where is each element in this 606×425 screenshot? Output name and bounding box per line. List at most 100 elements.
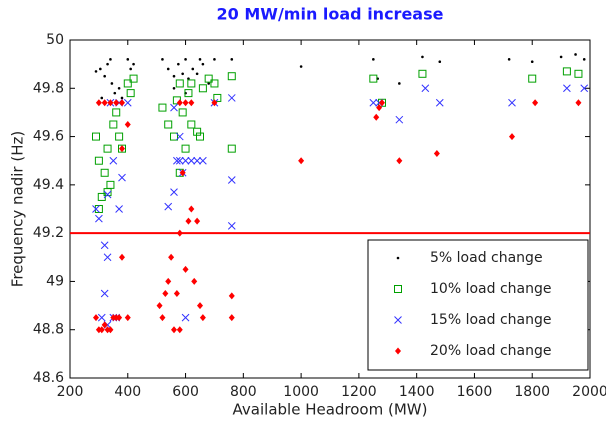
y-tick-label: 49.8 <box>33 80 64 96</box>
legend-label: 5% load change <box>430 250 543 266</box>
point <box>532 99 539 107</box>
point <box>421 55 424 59</box>
point <box>187 77 190 80</box>
point <box>530 60 534 64</box>
point <box>574 53 577 56</box>
point <box>95 214 103 223</box>
point <box>421 84 430 93</box>
point <box>228 314 235 322</box>
legend-marker <box>394 316 402 324</box>
point <box>156 302 163 310</box>
point <box>181 156 190 165</box>
point <box>198 58 202 61</box>
point <box>170 132 178 141</box>
point <box>213 58 216 61</box>
point <box>159 314 166 322</box>
point <box>124 314 131 322</box>
point <box>107 99 114 107</box>
point <box>100 168 109 177</box>
point <box>562 67 571 76</box>
point <box>298 157 305 165</box>
point <box>418 69 427 78</box>
point <box>176 326 183 334</box>
point <box>398 82 401 85</box>
point <box>199 156 207 165</box>
point <box>373 113 380 121</box>
point <box>175 156 184 165</box>
point <box>116 314 123 322</box>
point <box>113 99 120 107</box>
legend-label: 10% load change <box>430 281 551 297</box>
point <box>187 120 196 129</box>
point <box>101 321 108 329</box>
point <box>100 289 109 298</box>
point <box>106 62 109 66</box>
point <box>103 144 112 153</box>
point <box>123 79 132 88</box>
point <box>176 99 183 107</box>
point <box>113 91 117 95</box>
point <box>171 326 177 334</box>
point <box>369 74 378 83</box>
point <box>196 132 204 141</box>
point <box>210 79 219 88</box>
point <box>508 98 516 107</box>
point <box>182 265 189 273</box>
point <box>193 156 201 165</box>
point <box>184 89 193 98</box>
y-axis-label: Frequency nadir (Hz) <box>9 131 27 287</box>
point <box>187 79 196 88</box>
point <box>201 62 205 66</box>
point <box>129 74 138 83</box>
point <box>198 84 207 93</box>
point <box>230 58 234 61</box>
point <box>181 313 190 322</box>
point <box>94 70 98 73</box>
point <box>173 156 181 165</box>
point <box>580 84 589 93</box>
point <box>396 157 403 165</box>
legend-marker <box>395 347 401 355</box>
point <box>98 326 105 334</box>
point <box>92 132 100 141</box>
point <box>559 55 563 59</box>
y-tick-label: 48.6 <box>33 370 64 386</box>
point <box>117 86 121 90</box>
point <box>204 74 213 83</box>
x-tick-label: 1600 <box>457 384 493 400</box>
point <box>173 290 180 297</box>
point <box>95 99 102 107</box>
point <box>178 108 187 117</box>
point <box>110 82 114 85</box>
point <box>376 104 383 112</box>
point <box>563 84 571 93</box>
point <box>172 86 176 90</box>
point <box>164 120 173 129</box>
point <box>112 108 121 117</box>
point <box>162 290 169 297</box>
point <box>181 144 190 153</box>
point <box>194 217 201 225</box>
point <box>92 205 100 213</box>
point <box>132 62 135 66</box>
point <box>188 205 195 213</box>
point <box>103 74 106 78</box>
point <box>170 103 178 112</box>
point <box>109 58 112 61</box>
point <box>191 277 198 285</box>
point <box>179 169 186 177</box>
point <box>103 188 112 197</box>
point <box>118 173 126 182</box>
y-tick-label: 49 <box>46 273 64 289</box>
point <box>187 156 196 165</box>
point <box>181 72 184 76</box>
point <box>93 314 99 322</box>
x-tick-label: 1800 <box>514 384 550 400</box>
point <box>109 120 118 129</box>
point <box>188 99 195 107</box>
legend-box <box>367 239 589 371</box>
x-tick-label: 800 <box>230 384 257 400</box>
x-tick-label: 200 <box>57 384 84 400</box>
point <box>101 99 108 107</box>
